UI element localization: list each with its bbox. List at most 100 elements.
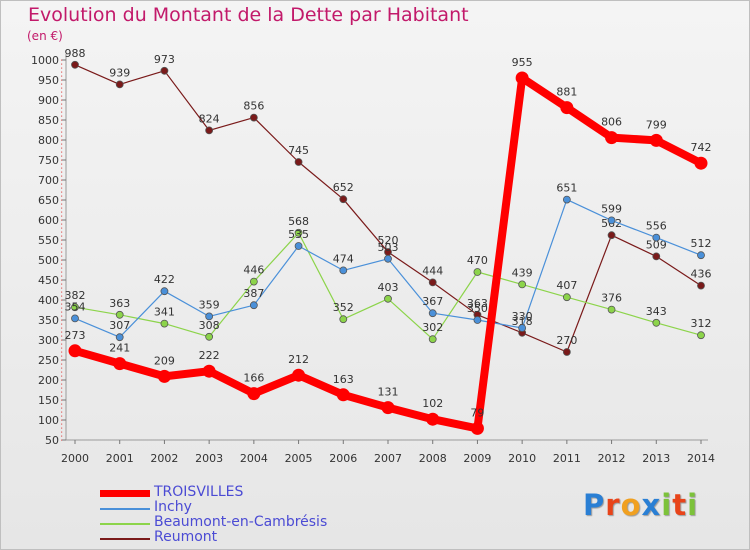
data-point: [518, 324, 527, 332]
brand-letter: i: [661, 488, 673, 522]
data-label: 422: [154, 273, 175, 286]
y-minor-tick: [61, 347, 63, 349]
y-minor-tick: [61, 143, 63, 145]
x-tick-label: 2008: [419, 452, 447, 465]
data-point: [426, 412, 440, 426]
y-minor-tick: [61, 179, 63, 181]
data-label: 407: [556, 279, 577, 292]
y-minor-tick: [61, 415, 63, 417]
y-minor-tick: [61, 75, 63, 77]
data-point: [249, 301, 258, 310]
y-minor-tick: [61, 375, 63, 377]
data-label: 376: [601, 292, 622, 305]
y-minor-tick: [61, 363, 63, 365]
data-point: [71, 303, 79, 312]
data-point: [515, 71, 529, 85]
y-minor-tick: [61, 303, 63, 305]
data-point: [562, 293, 571, 302]
data-point: [202, 364, 216, 378]
y-minor-tick: [61, 171, 63, 173]
y-minor-tick: [61, 95, 63, 97]
y-minor-tick: [61, 367, 63, 369]
data-label: 166: [243, 372, 264, 385]
data-point: [294, 158, 303, 166]
y-minor-tick: [61, 227, 63, 229]
y-minor-tick: [61, 223, 63, 225]
x-tick-label: 2011: [553, 452, 581, 465]
data-point: [160, 287, 169, 296]
y-minor-tick: [61, 139, 63, 141]
data-label: 367: [422, 295, 443, 308]
y-minor-tick: [61, 311, 63, 313]
data-point: [428, 278, 437, 287]
data-label: 341: [154, 306, 175, 319]
y-tick-label: 500: [38, 254, 59, 267]
y-minor-tick: [61, 83, 63, 85]
data-point: [381, 401, 395, 415]
data-point: [652, 318, 661, 327]
data-label: 102: [422, 397, 443, 410]
data-label: 436: [691, 268, 712, 281]
y-minor-tick: [61, 239, 63, 241]
x-tick-label: 2007: [374, 452, 402, 465]
y-minor-tick: [61, 111, 63, 113]
data-point: [336, 388, 350, 402]
y-minor-tick: [61, 103, 63, 105]
data-label: 881: [556, 86, 577, 99]
data-label: 270: [556, 334, 577, 347]
data-point: [607, 231, 616, 240]
brand-logo: Proxiti: [583, 488, 698, 522]
x-tick-label: 2004: [240, 452, 268, 465]
legend-swatch: [100, 490, 150, 497]
y-minor-tick: [61, 147, 63, 149]
data-label: 446: [243, 264, 264, 277]
data-point: [157, 369, 171, 383]
legend-label: TROISVILLES: [154, 484, 244, 500]
y-tick-label: 750: [38, 154, 59, 167]
legend-swatch: [100, 538, 150, 540]
y-minor-tick: [61, 79, 63, 81]
y-tick-label: 300: [38, 334, 59, 347]
y-tick-label: 600: [38, 214, 59, 227]
data-label: 79: [470, 406, 484, 419]
y-minor-tick: [61, 107, 63, 109]
y-minor-tick: [61, 259, 63, 261]
data-point: [292, 368, 306, 382]
series-beaumont-en-cambr-sis: 382 363 341 308 446 568 352 403 302 470 439 407 376 3…: [65, 215, 712, 344]
data-label: 520: [378, 234, 399, 247]
data-label: 363: [467, 297, 488, 310]
data-point: [205, 126, 214, 135]
y-minor-tick: [61, 159, 63, 161]
data-point: [115, 333, 124, 342]
y-minor-tick: [61, 267, 63, 269]
x-tick-label: 2000: [61, 452, 89, 465]
data-point: [113, 357, 127, 371]
data-label: 312: [691, 317, 712, 330]
y-minor-tick: [61, 419, 63, 421]
y-minor-tick: [61, 271, 63, 273]
legend-swatch: [100, 508, 150, 510]
data-label: 343: [646, 305, 667, 318]
y-minor-tick: [61, 431, 63, 433]
y-minor-tick: [61, 135, 63, 137]
x-tick-label: 2001: [106, 452, 134, 465]
y-tick-label: 200: [38, 374, 59, 387]
y-minor-tick: [61, 211, 63, 213]
y-tick-label: 550: [38, 234, 59, 247]
data-point: [562, 348, 571, 356]
data-label: 568: [288, 215, 309, 228]
y-minor-tick: [61, 247, 63, 249]
data-point: [339, 195, 348, 204]
y-minor-tick: [61, 435, 63, 437]
x-tick-label: 2006: [329, 452, 357, 465]
y-minor-tick: [61, 327, 63, 329]
brand-letter: i: [687, 488, 699, 522]
y-tick-label: 50: [45, 434, 59, 447]
legend-label: Beaumont-en-Cambrésis: [154, 514, 328, 530]
y-minor-tick: [61, 359, 63, 361]
y-minor-tick: [61, 255, 63, 257]
y-tick-label: 450: [38, 274, 59, 287]
data-point: [697, 251, 705, 260]
x-tick-label: 2013: [642, 452, 670, 465]
y-tick-label: 700: [38, 174, 59, 187]
